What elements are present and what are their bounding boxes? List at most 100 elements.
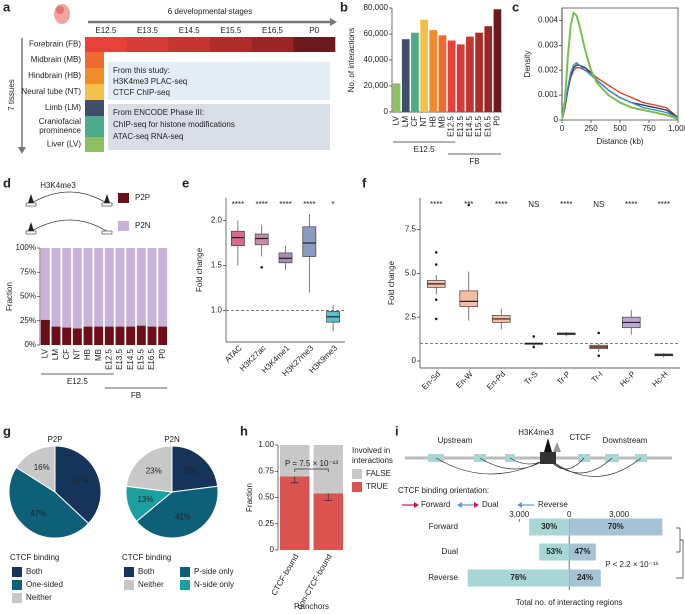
- y-tick-label: 7.5: [405, 225, 417, 234]
- slice-label: 41%: [175, 512, 191, 521]
- bar-segment: [569, 569, 601, 587]
- p-bracket: [294, 468, 329, 472]
- fb-stage-cell: [168, 37, 211, 52]
- interaction-diagram: [402, 438, 684, 579]
- category-label: Reverse: [428, 573, 458, 582]
- x-tick-label: En-W: [454, 369, 475, 390]
- bar: [429, 30, 438, 113]
- bar: [411, 32, 419, 113]
- bar-segment: [62, 248, 72, 328]
- stage-label: P0: [309, 26, 319, 35]
- x-tick-label: E15.5: [136, 348, 145, 369]
- significance-label: ****: [232, 200, 244, 209]
- bar-segment: [51, 326, 61, 345]
- box: [459, 290, 479, 308]
- significance-label: NS: [593, 200, 604, 209]
- slice-label: 23%: [182, 466, 198, 475]
- region-label: Downstream: [603, 436, 648, 445]
- bar: [475, 32, 483, 113]
- significance-label: ****: [255, 200, 267, 209]
- tissue-label: Midbrain (MB): [31, 55, 82, 64]
- share-label: 47%: [574, 547, 590, 556]
- bar-segment: [72, 248, 82, 329]
- x-tick-label: MB: [94, 349, 103, 361]
- bar-segment: [569, 518, 663, 536]
- x-tick-label: 250: [584, 124, 598, 133]
- x-tick-label: En-Pd: [485, 370, 507, 392]
- bar: [420, 19, 428, 113]
- x-tick-label: LM: [51, 349, 60, 360]
- share-label: 30%: [541, 522, 557, 531]
- outlier: [434, 317, 438, 321]
- x-tick-label: CF: [62, 349, 71, 360]
- legend-label: Neither: [138, 580, 164, 589]
- bar-segment: [104, 326, 114, 345]
- bar-segment: [126, 326, 136, 345]
- p-value: P < 2.2 × 10⁻¹⁶: [605, 560, 659, 569]
- pie-title: P2N: [164, 435, 180, 444]
- legend-swatch: [12, 580, 22, 590]
- pie-title: P2P: [47, 435, 62, 444]
- significance-label: ****: [560, 200, 572, 209]
- y-tick-label: 1.00: [258, 440, 274, 449]
- significance-label: ****: [303, 200, 315, 209]
- legend-label: P2N: [135, 221, 151, 230]
- tissue-label: Neural tube (NT): [21, 87, 81, 96]
- y-axis-title: Fraction: [5, 282, 14, 311]
- panel-label: c: [512, 0, 519, 14]
- x-tick-label: NT: [72, 349, 81, 360]
- outlier: [434, 298, 438, 301]
- significance-label: NS: [528, 200, 539, 209]
- category-label: Dual: [442, 547, 459, 556]
- study-box: [108, 62, 330, 100]
- legend-swatch: [352, 469, 362, 479]
- y-tick-label: 0.004: [538, 16, 559, 25]
- x-tick-label: P0: [158, 348, 167, 358]
- slice-label: 47%: [30, 509, 46, 518]
- tissues-title: 7 tissues: [7, 79, 16, 111]
- outlier: [532, 345, 536, 349]
- bar: [438, 35, 447, 112]
- y-tick-label: 0.25: [258, 519, 274, 528]
- y-tick-label: 0%: [24, 340, 36, 349]
- y-tick-label: 100%: [16, 243, 36, 252]
- x-tick-label: E12.5: [447, 115, 456, 136]
- region-label: Upstream: [438, 436, 473, 445]
- y-tick-label: 0.002: [538, 65, 559, 74]
- slice-label: 23%: [146, 466, 162, 475]
- group-label: FB: [469, 157, 479, 166]
- bar-segment: [313, 493, 343, 550]
- share-label: 76%: [510, 573, 526, 582]
- bar-segment: [51, 248, 61, 327]
- bar: [484, 26, 493, 113]
- y-tick-label: 0.001: [538, 90, 559, 99]
- bar-segment: [83, 326, 93, 345]
- bar-segment: [529, 518, 570, 536]
- y-tick-label: 0: [412, 356, 417, 365]
- x-tick-label: E12.5: [104, 348, 113, 369]
- group-label: FB: [131, 391, 141, 400]
- stage-label: E16.5: [262, 26, 283, 35]
- significance-label: ****: [495, 200, 507, 209]
- bar-segment: [94, 248, 104, 327]
- x-tick-label: LV: [392, 115, 401, 125]
- encode-text: From ENCODE Phase III:: [113, 108, 204, 117]
- x-tick-label: 3,000: [509, 510, 530, 519]
- tissue-cell: [85, 68, 104, 84]
- outlier: [260, 266, 264, 269]
- slice-label: 13%: [137, 495, 153, 504]
- group-label: E12.5: [414, 145, 435, 154]
- pie-slice: [54, 445, 102, 525]
- panel-label: d: [3, 175, 11, 190]
- study-text: From this study:: [113, 66, 170, 75]
- x-tick-label: E15.5: [474, 115, 483, 136]
- tissue-label: Hindbrain (HB): [28, 71, 81, 80]
- pie-slice: [171, 445, 219, 493]
- pie-slice: [15, 445, 56, 493]
- density-line: [561, 11, 679, 121]
- x-axis-title: P.anchors: [294, 602, 329, 611]
- legend-label: Both: [26, 567, 42, 576]
- stage-label: E12.5: [95, 26, 116, 35]
- y-axis-title: Fraction: [245, 483, 254, 512]
- ctcf-label: CTCF: [569, 433, 590, 442]
